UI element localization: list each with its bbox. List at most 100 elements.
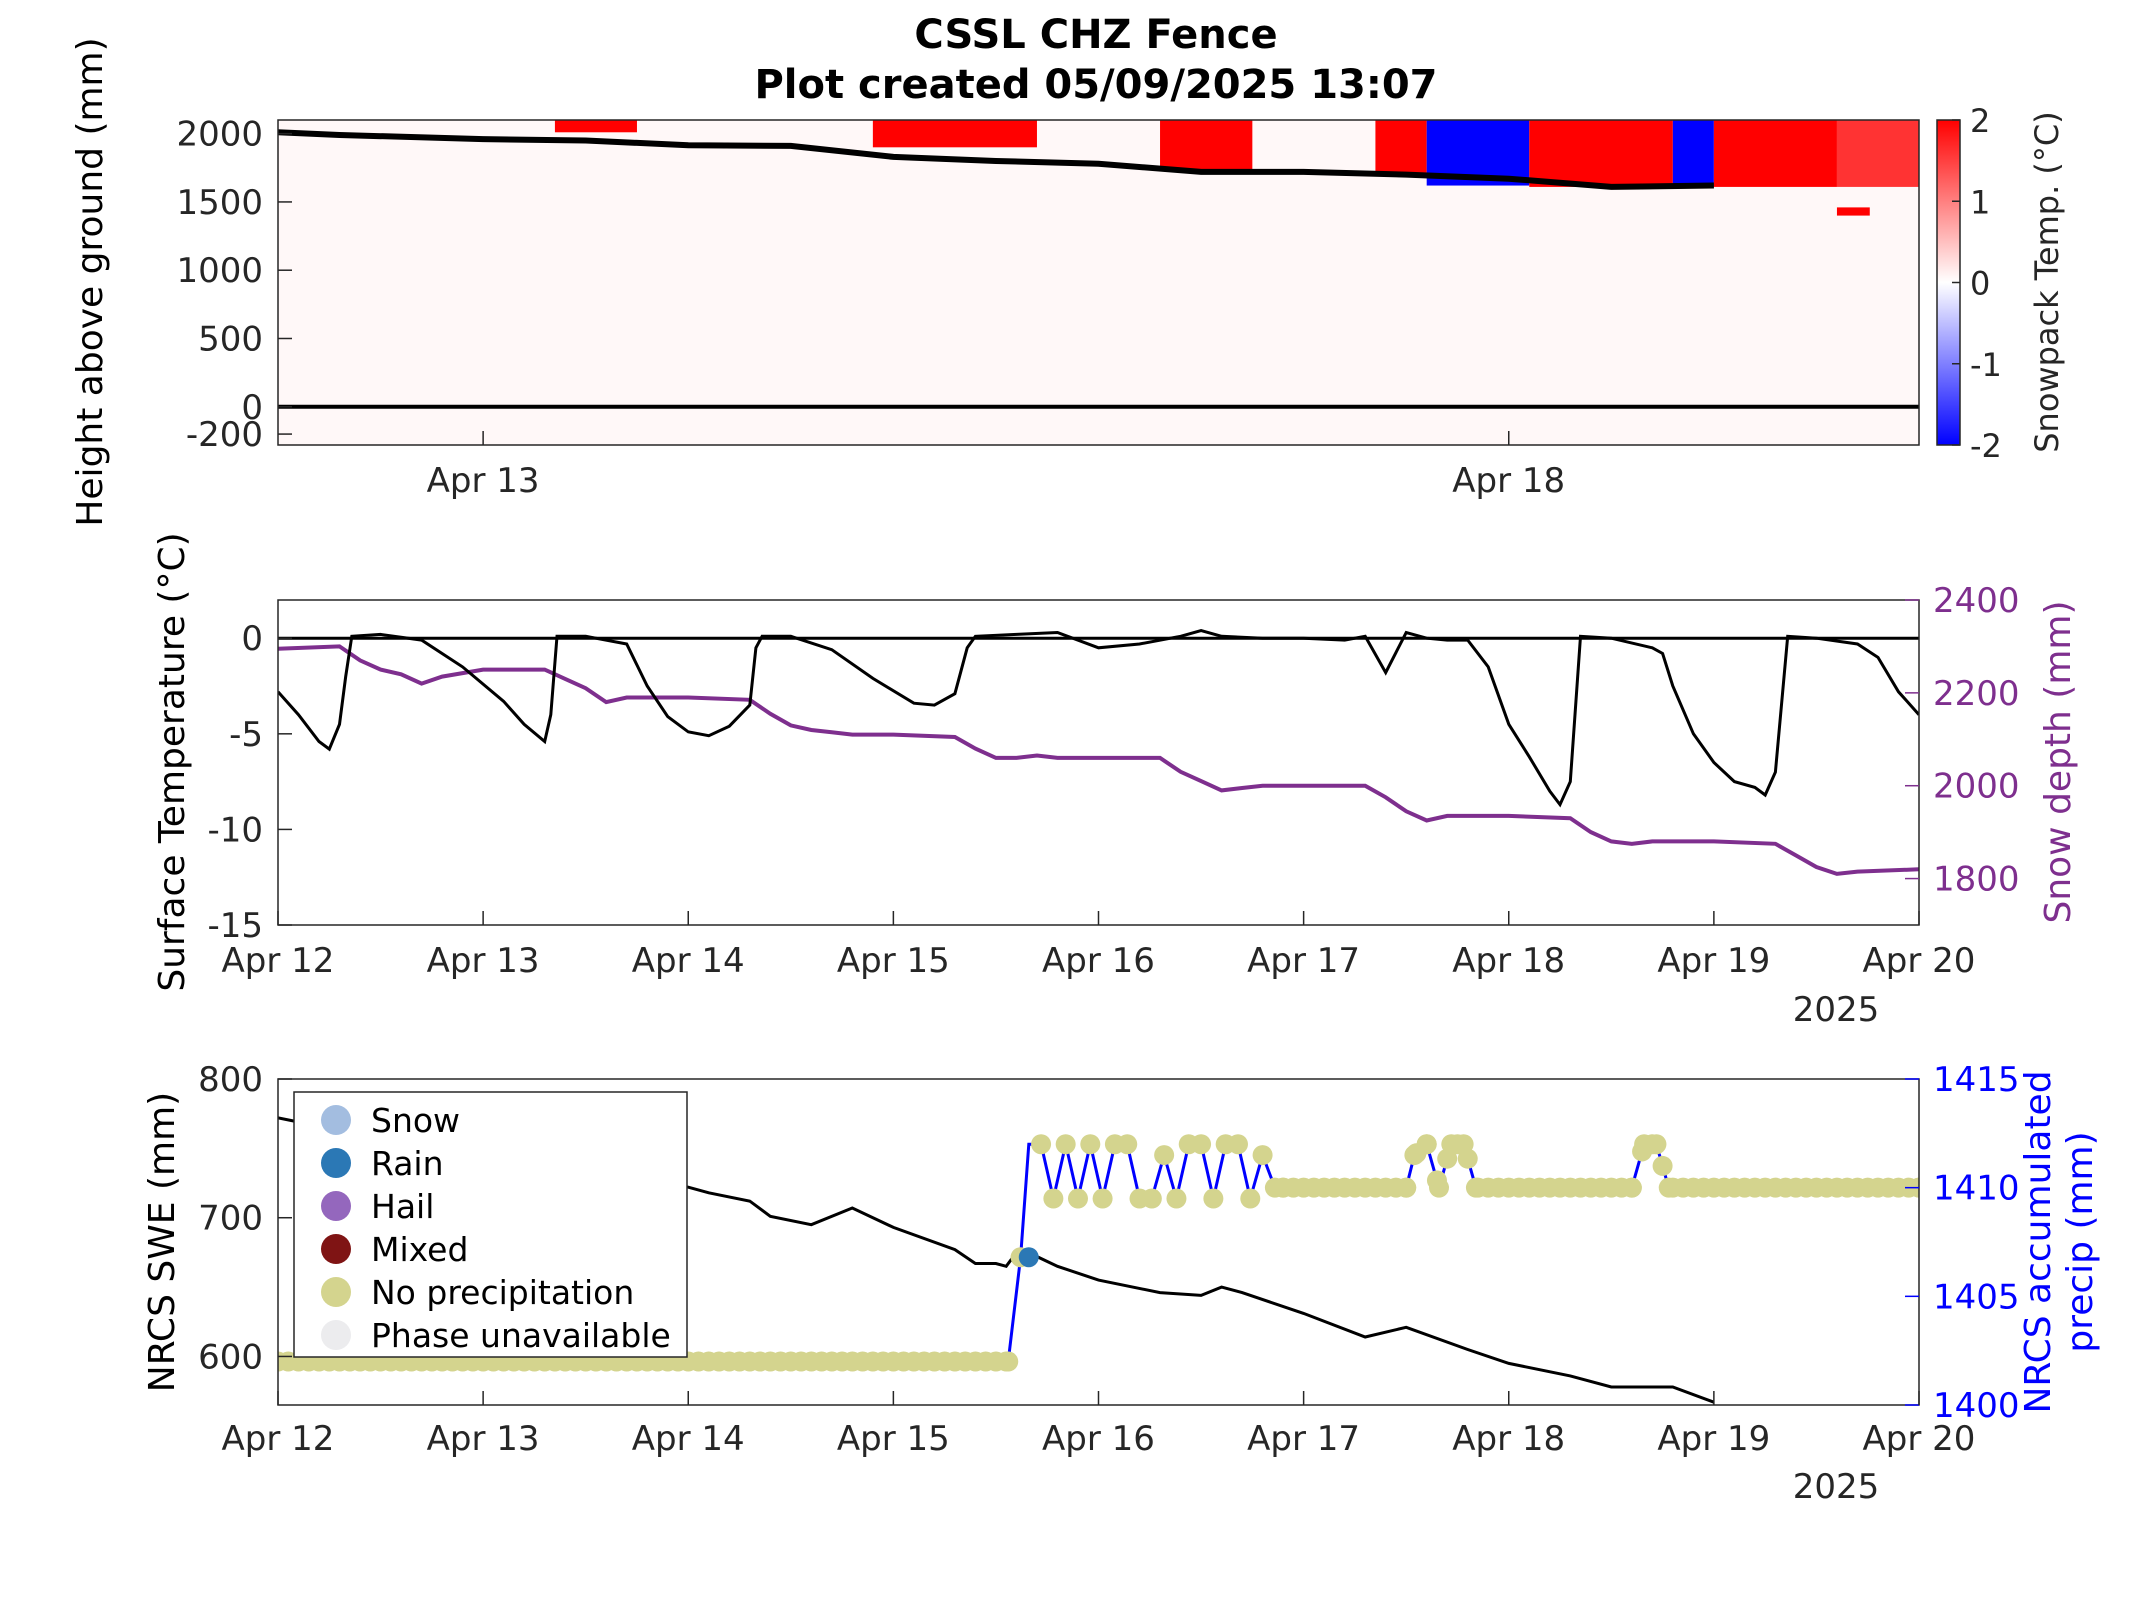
heatmap-cell-block-1 — [872, 120, 1037, 148]
phase-legend: Snow Rain Hail Mixed No precipitation Phase u… — [293, 1091, 688, 1358]
legend-label: Mixed — [371, 1230, 468, 1269]
no-precip-marker — [1067, 1188, 1088, 1209]
panel2-ytick-label: -5 — [229, 715, 263, 755]
panel3-xtick-label: Apr 14 — [632, 1419, 745, 1459]
colorbar-tick-label: 2 — [1970, 102, 1990, 140]
no-precip-marker — [1055, 1134, 1076, 1155]
legend-marker — [321, 1277, 351, 1307]
panel3-ylabel-right-line1: NRCS accumulated — [2018, 1070, 2059, 1413]
heatmap-ytick-label: 2000 — [176, 115, 263, 155]
heatmap-xtick-label: Apr 18 — [1452, 461, 1565, 501]
colorbar-tick-label: 1 — [1970, 183, 1990, 221]
panel2-ytick-right-label: 2200 — [1933, 674, 2020, 714]
panel3-xtick-label: Apr 18 — [1452, 1419, 1565, 1459]
no-precip-marker — [1642, 1134, 1663, 1155]
heatmap-axes-frame — [277, 119, 1920, 446]
heatmap-cell-block-0 — [554, 120, 637, 133]
panel2-xtick-label: Apr 17 — [1247, 941, 1360, 981]
heatmap-cell-block-6 — [1672, 120, 1714, 187]
no-precip-marker — [1457, 1148, 1478, 1169]
colorbar-label: Snowpack Temp. (°C) — [2028, 111, 2066, 453]
legend-label: No precipitation — [371, 1273, 634, 1312]
panel2-ytick-label: -10 — [207, 810, 263, 850]
no-precip-marker — [1252, 1145, 1273, 1166]
no-precip-marker — [1203, 1188, 1224, 1209]
panel2-ytick-label: 0 — [241, 619, 263, 659]
no-precip-marker — [1117, 1134, 1138, 1155]
heatmap-ytick-label: 1500 — [176, 183, 263, 223]
panel2-background — [278, 600, 1919, 925]
nrcs-swe-precip-chart: 800 700 600 1415 1410 1405 1400 Apr 12 Apr 13 A… — [142, 1060, 2101, 1507]
no-precip-marker — [1227, 1134, 1248, 1155]
surface-temperature-line — [278, 629, 1919, 808]
figure-title-line2: Plot created 05/09/2025 13:07 — [754, 62, 1437, 108]
panel2-xtick-label: Apr 13 — [427, 941, 540, 981]
panel3-ytick-label: 800 — [198, 1060, 263, 1100]
panel2-xtick-label: Apr 18 — [1452, 941, 1565, 981]
legend-marker — [321, 1320, 351, 1350]
no-precip-marker — [1166, 1188, 1187, 1209]
panel3-xtick-label: Apr 12 — [222, 1419, 335, 1459]
heatmap-xtick-label: Apr 13 — [427, 461, 540, 501]
panel3-ytick-right-label: 1415 — [1933, 1060, 2020, 1100]
heatmap-cell-block-2 — [1160, 120, 1253, 171]
panel3-ytick-right-label: 1400 — [1933, 1386, 2020, 1426]
no-precip-marker — [1396, 1177, 1417, 1198]
legend-label: Rain — [371, 1144, 444, 1183]
figure-title-line1: CSSL CHZ Fence — [914, 12, 1277, 58]
no-precip-marker — [1426, 1170, 1447, 1191]
panel3-xtick-label: Apr 13 — [427, 1419, 540, 1459]
panel2-xtick-label: Apr 16 — [1042, 941, 1155, 981]
panel3-xtick-label: Apr 20 — [1863, 1419, 1976, 1459]
panel3-ytick-label: 600 — [198, 1337, 263, 1377]
legend-label: Snow — [371, 1101, 460, 1140]
panel2-xtick-label: Apr 19 — [1657, 941, 1770, 981]
heatmap-cell-block-3 — [1375, 120, 1427, 175]
panel3-ytick-right-label: 1410 — [1933, 1169, 2020, 1209]
legend-marker — [321, 1148, 351, 1178]
colorbar-tick-label: -1 — [1970, 346, 2002, 384]
heatmap-ytick-label: 0 — [241, 388, 263, 428]
heatmap-ylabel: Height above ground (mm) — [70, 37, 111, 526]
heatmap-ytick-label: -200 — [186, 415, 263, 455]
panel3-xtick-label: Apr 15 — [837, 1419, 950, 1459]
panel2-ytick-label: -15 — [207, 906, 263, 946]
snow-surface-line — [278, 129, 1714, 190]
panel3-year-label: 2025 — [1793, 1467, 1880, 1507]
panel2-xtick-label: Apr 14 — [632, 941, 745, 981]
no-precip-marker — [1154, 1145, 1175, 1166]
legend-label: Phase unavailable — [371, 1316, 671, 1355]
no-precip-marker — [1141, 1188, 1162, 1209]
no-precip-marker — [998, 1351, 1019, 1372]
legend-label: Hail — [371, 1187, 434, 1226]
panel3-xtick-label: Apr 19 — [1657, 1419, 1770, 1459]
panel2-ylabel-right: Snow depth (mm) — [2038, 600, 2079, 923]
no-precip-marker — [1240, 1188, 1261, 1209]
colorbar-tick-label: 0 — [1970, 265, 1990, 303]
panel2-ytick-right-label: 2000 — [1933, 767, 2020, 807]
legend-marker — [321, 1234, 351, 1264]
panel2-ytick-right-label: 1800 — [1933, 860, 2020, 900]
legend-marker — [321, 1191, 351, 1221]
legend-box — [293, 1091, 688, 1358]
panel3-ytick-right-label: 1405 — [1933, 1277, 2020, 1317]
no-precip-marker — [1437, 1148, 1458, 1169]
no-precip-marker — [1191, 1134, 1212, 1155]
no-precip-marker — [1416, 1134, 1437, 1155]
no-precip-marker — [1447, 1134, 1468, 1155]
surface-temp-snow-depth-chart: 0 -5 -10 -15 2400 2200 2000 1800 Apr 12 Apr 13 A… — [152, 532, 2079, 1030]
no-precip-marker — [1652, 1155, 1673, 1176]
panel2-ylabel: Surface Temperature (°C) — [152, 532, 193, 991]
legend-marker — [321, 1105, 351, 1135]
rain-marker — [1018, 1247, 1039, 1268]
panel2-xtick-label: Apr 12 — [222, 941, 335, 981]
panel3-ylabel-right-line2: precip (mm) — [2060, 1131, 2101, 1352]
no-precip-marker — [1080, 1134, 1101, 1155]
heatmap-cell-block-9 — [1836, 207, 1870, 216]
panel3-ylabel: NRCS SWE (mm) — [142, 1092, 183, 1392]
panel2-xtick-label: Apr 20 — [1863, 941, 1976, 981]
no-precip-marker — [1043, 1188, 1064, 1209]
panel3-xtick-label: Apr 17 — [1247, 1419, 1360, 1459]
